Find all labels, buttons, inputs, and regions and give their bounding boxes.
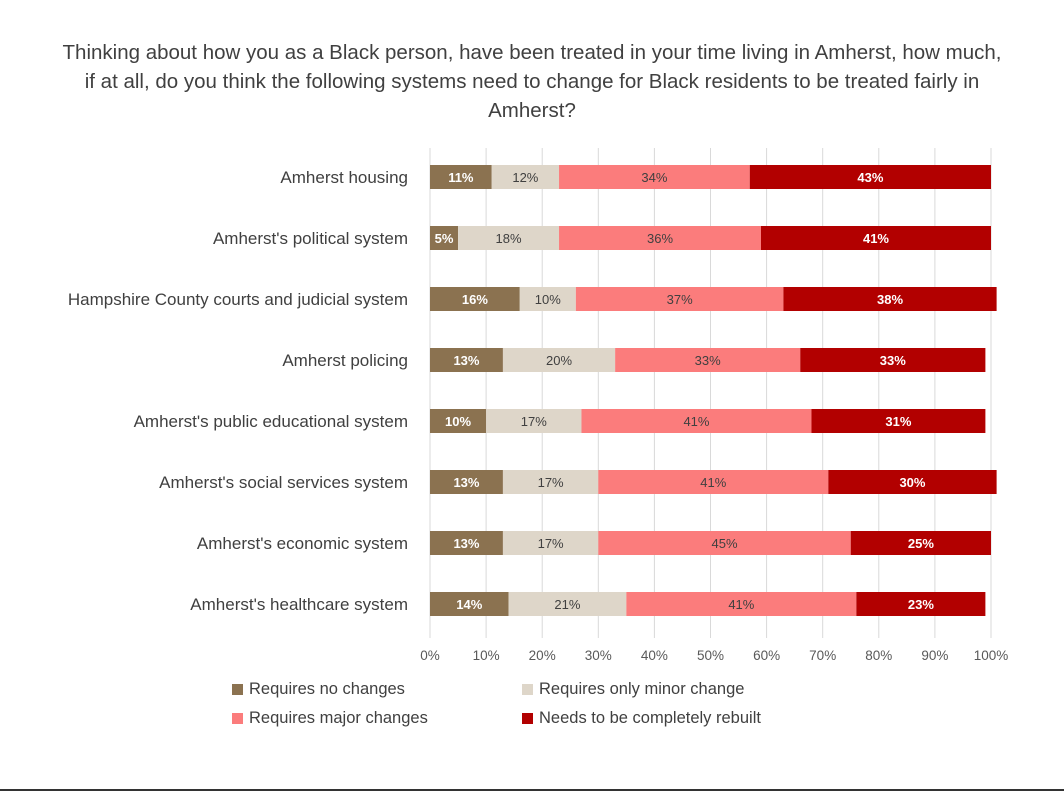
x-tick-label: 0% [420, 648, 440, 663]
data-label: 17% [538, 536, 564, 551]
data-label: 10% [535, 292, 561, 307]
x-tick-label: 20% [529, 648, 556, 663]
bottom-border [0, 789, 1064, 791]
data-label: 17% [521, 414, 547, 429]
data-label: 33% [880, 353, 906, 368]
bar-segment [760, 226, 991, 250]
category-label: Amherst's political system [213, 229, 408, 248]
data-label: 13% [453, 475, 479, 490]
bar-segment [430, 470, 503, 494]
chart-title: Thinking about how you as a Black person… [62, 41, 1002, 122]
bar-segment [598, 531, 851, 555]
data-label: 37% [667, 292, 693, 307]
bar-segment [519, 287, 576, 311]
data-label: 43% [857, 170, 883, 185]
bar-segment [486, 409, 582, 433]
x-tick-label: 30% [585, 648, 612, 663]
data-label: 18% [496, 231, 522, 246]
data-label: 14% [456, 597, 482, 612]
x-tick-label: 100% [974, 648, 1009, 663]
data-label: 34% [641, 170, 667, 185]
legend-item: Requires only minor change [522, 680, 744, 699]
data-label: 36% [647, 231, 673, 246]
bar-segment [430, 409, 487, 433]
bar-segment [749, 165, 991, 189]
bar-segment [430, 592, 509, 616]
data-label: 45% [712, 536, 738, 551]
legend-label: Requires no changes [249, 680, 405, 698]
data-label: 16% [462, 292, 488, 307]
bar-segment [828, 470, 997, 494]
data-label: 12% [512, 170, 538, 185]
bar-segment [508, 592, 627, 616]
bar-segment [430, 226, 459, 250]
bar-segment [458, 226, 560, 250]
bar-segment [615, 348, 801, 372]
bar-segment [626, 592, 857, 616]
category-label: Amherst's healthcare system [190, 595, 408, 614]
x-tick-label: 10% [473, 648, 500, 663]
category-label: Amherst's economic system [197, 534, 408, 553]
data-label: 20% [546, 353, 572, 368]
legend-label: Needs to be completely rebuilt [539, 709, 761, 727]
bar-segment [491, 165, 560, 189]
bar-segment [559, 165, 750, 189]
category-label: Amherst's public educational system [134, 412, 408, 431]
bar-segment [502, 348, 616, 372]
bar-segment [559, 226, 761, 250]
data-label: 11% [448, 170, 474, 185]
bar-segment [783, 287, 997, 311]
legend-item: Requires no changes [232, 680, 405, 699]
legend-swatch [232, 713, 243, 724]
legend-swatch [522, 713, 533, 724]
legend-item: Requires major changes [232, 709, 428, 728]
x-tick-label: 70% [809, 648, 836, 663]
bar-segment [856, 592, 986, 616]
category-label: Hampshire County courts and judicial sys… [68, 290, 408, 309]
data-label: 41% [683, 414, 709, 429]
x-tick-label: 90% [921, 648, 948, 663]
data-label: 13% [453, 353, 479, 368]
data-label: 25% [908, 536, 934, 551]
data-label: 41% [863, 231, 889, 246]
category-label: Amherst housing [280, 168, 408, 187]
x-tick-label: 60% [753, 648, 780, 663]
bar-segment [430, 531, 503, 555]
legend-label: Requires only minor change [539, 680, 745, 698]
data-label: 38% [877, 292, 903, 307]
data-label: 10% [445, 414, 471, 429]
x-tick-label: 50% [697, 648, 724, 663]
bar-segment [502, 470, 599, 494]
data-label: 13% [453, 536, 479, 551]
legend-swatch [522, 684, 533, 695]
category-label: Amherst policing [282, 351, 408, 370]
data-label: 30% [899, 475, 925, 490]
x-tick-label: 40% [641, 648, 668, 663]
bar-segment [581, 409, 812, 433]
bar-segment [430, 287, 520, 311]
data-label: 33% [695, 353, 721, 368]
bar-segment [430, 348, 503, 372]
bar-segment [811, 409, 986, 433]
bar-segment [800, 348, 986, 372]
data-label: 41% [728, 597, 754, 612]
data-label: 23% [908, 597, 934, 612]
legend-label: Requires major changes [249, 709, 428, 727]
category-label: Amherst's social services system [159, 473, 408, 492]
data-label: 17% [538, 475, 564, 490]
data-label: 31% [885, 414, 911, 429]
bar-segment [502, 531, 599, 555]
x-tick-label: 80% [865, 648, 892, 663]
bar-segment [575, 287, 784, 311]
legend-swatch [232, 684, 243, 695]
bar-segment [430, 165, 492, 189]
bar-segment [598, 470, 829, 494]
data-label: 5% [435, 231, 454, 246]
legend-item: Needs to be completely rebuilt [522, 709, 761, 728]
data-label: 41% [700, 475, 726, 490]
bar-segment [850, 531, 991, 555]
data-label: 21% [554, 597, 580, 612]
